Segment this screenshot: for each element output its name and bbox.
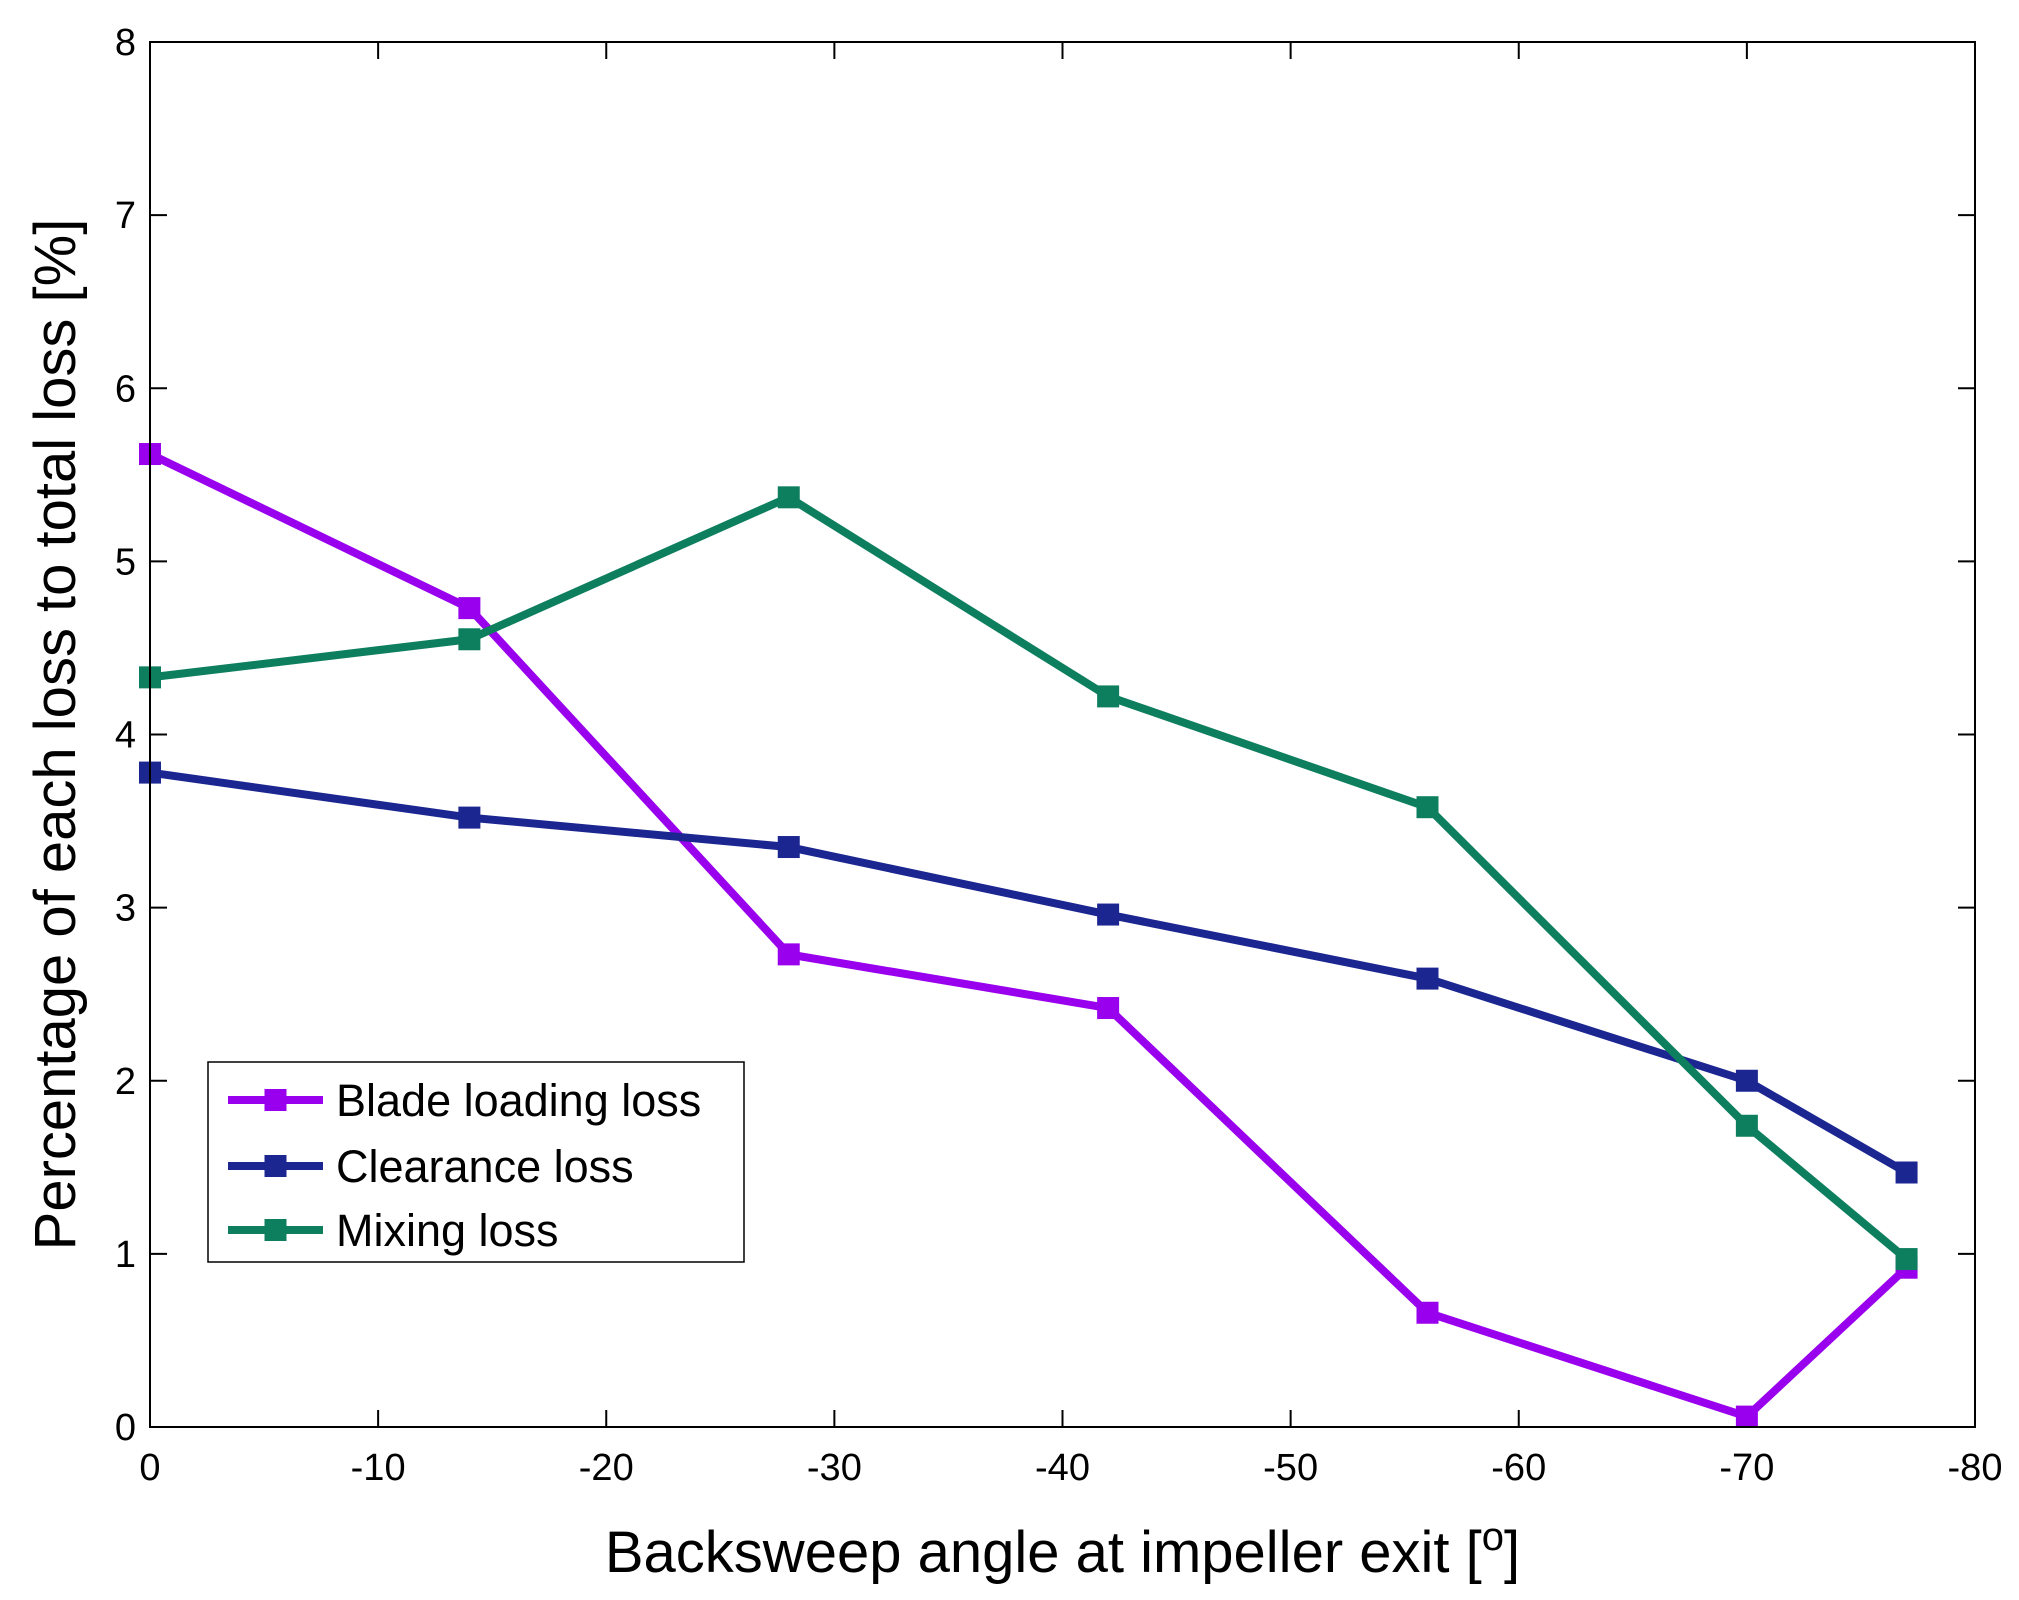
legend-entry[interactable]: Blade loading loss — [228, 1075, 701, 1126]
data-point-marker — [1416, 796, 1439, 819]
x-tick-label: -30 — [807, 1447, 862, 1489]
x-tick-label: -20 — [579, 1447, 634, 1489]
legend-label: Blade loading loss — [336, 1075, 701, 1126]
x-tick-label: 0 — [139, 1447, 160, 1489]
legend-marker-swatch — [264, 1089, 287, 1111]
data-point-marker — [458, 628, 481, 651]
legend-marker-swatch — [264, 1155, 287, 1177]
x-tick-label: -70 — [1719, 1447, 1774, 1489]
data-point-marker — [458, 597, 481, 620]
data-point-marker — [1895, 1161, 1918, 1184]
data-point-marker — [1416, 1301, 1439, 1324]
data-point-marker — [1097, 685, 1120, 708]
data-point-marker — [1416, 967, 1439, 990]
legend-marker-swatch — [264, 1219, 287, 1241]
y-tick-label: 3 — [115, 888, 136, 930]
legend[interactable]: Blade loading loss Clearance loss Mixing l… — [207, 1061, 745, 1263]
data-point-marker — [1735, 1069, 1758, 1092]
legend-entry[interactable]: Mixing loss — [228, 1205, 559, 1256]
y-tick-label: 2 — [115, 1061, 136, 1103]
series-clearance-loss — [139, 761, 1918, 1184]
data-point-marker — [1735, 1405, 1758, 1428]
data-point-marker — [1735, 1114, 1758, 1137]
data-point-marker — [1097, 997, 1120, 1020]
data-point-marker — [458, 806, 481, 829]
x-tick-label: -80 — [1948, 1447, 2003, 1489]
data-point-marker — [777, 486, 800, 509]
data-point-marker — [1097, 903, 1120, 926]
x-axis-title-text: Backsweep angle at impeller exit [ — [605, 1520, 1482, 1585]
plot-frame — [149, 41, 1976, 1428]
legend-label: Clearance loss — [336, 1141, 634, 1192]
y-tick-label: 4 — [115, 715, 136, 757]
y-tick-label: 5 — [115, 541, 136, 583]
x-axis-title-superscript: o — [1482, 1515, 1504, 1559]
x-tick-label: -60 — [1491, 1447, 1546, 1489]
x-tick-label: -10 — [351, 1447, 406, 1489]
y-axis-title: Percentage of each loss to total loss [%… — [23, 219, 88, 1251]
x-axis-title: Backsweep angle at impeller exit [o] — [605, 1515, 1520, 1585]
x-axis-title-close: ] — [1504, 1520, 1520, 1585]
data-point-marker — [777, 943, 800, 966]
data-point-marker — [777, 836, 800, 859]
data-point-marker — [1895, 1248, 1918, 1271]
y-tick-label: 1 — [115, 1234, 136, 1276]
legend-entry[interactable]: Clearance loss — [228, 1141, 634, 1192]
y-tick-label: 6 — [115, 368, 136, 410]
y-tick-label: 8 — [115, 22, 136, 64]
y-tick-label: 7 — [115, 195, 136, 237]
y-tick-label: 0 — [115, 1407, 136, 1449]
x-tick-label: -40 — [1035, 1447, 1090, 1489]
x-tick-label: -50 — [1263, 1447, 1318, 1489]
axis-tick-labels: 0 -10 -20 -30 -40 -50 -60 -70 -80 0 1 2 3 4 5 6 7 8 — [115, 22, 2003, 1489]
legend-label: Mixing loss — [336, 1205, 559, 1256]
